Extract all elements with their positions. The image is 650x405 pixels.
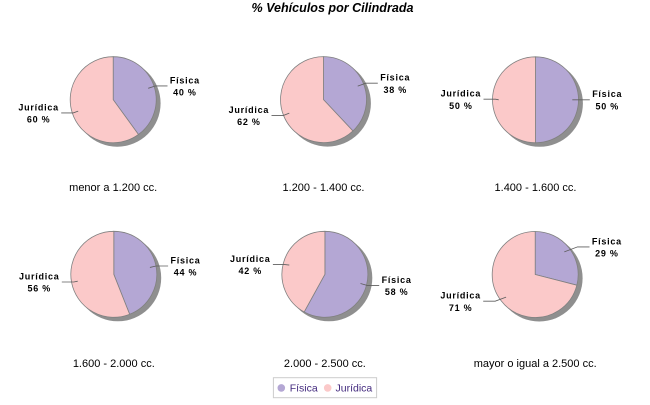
svg-text:Jurídica: Jurídica [18, 102, 59, 112]
svg-text:2.000 - 2.500 cc.: 2.000 - 2.500 cc. [284, 358, 366, 370]
svg-text:44 %: 44 % [174, 268, 198, 278]
svg-text:% Vehículos por Cilindrada: % Vehículos por Cilindrada [252, 1, 414, 15]
svg-text:42 %: 42 % [239, 266, 263, 276]
svg-text:60 %: 60 % [27, 115, 51, 125]
svg-text:62 %: 62 % [237, 117, 261, 127]
svg-text:Jurídica: Jurídica [230, 254, 271, 264]
svg-text:1.200 - 1.400 cc.: 1.200 - 1.400 cc. [283, 182, 365, 194]
svg-text:58 %: 58 % [385, 287, 409, 297]
svg-text:50 %: 50 % [449, 101, 473, 111]
svg-text:menor a 1.200 cc.: menor a 1.200 cc. [69, 182, 157, 194]
svg-text:Jurídica: Jurídica [229, 105, 270, 115]
svg-text:mayor o igual a 2.500 cc.: mayor o igual a 2.500 cc. [474, 358, 597, 370]
svg-text:56 %: 56 % [27, 284, 51, 294]
svg-text:1.400 - 1.600 cc.: 1.400 - 1.600 cc. [495, 182, 577, 194]
svg-text:50 %: 50 % [595, 101, 619, 111]
svg-text:Física: Física [592, 236, 622, 246]
svg-text:38 %: 38 % [383, 85, 407, 95]
svg-text:Física: Física [290, 383, 318, 395]
svg-text:Física: Física [592, 89, 622, 99]
svg-text:Jurídica: Jurídica [19, 271, 60, 281]
svg-text:Física: Física [170, 75, 200, 85]
svg-text:Física: Física [380, 73, 410, 83]
svg-text:40 %: 40 % [173, 88, 197, 98]
svg-text:1.600 - 2.000 cc.: 1.600 - 2.000 cc. [73, 358, 155, 370]
svg-text:Física: Física [170, 255, 200, 265]
svg-text:Jurídica: Jurídica [336, 383, 373, 395]
svg-text:71 %: 71 % [449, 303, 473, 313]
svg-text:Jurídica: Jurídica [440, 291, 481, 301]
svg-text:29 %: 29 % [595, 249, 619, 259]
svg-text:Física: Física [382, 275, 412, 285]
svg-text:Jurídica: Jurídica [441, 89, 482, 99]
